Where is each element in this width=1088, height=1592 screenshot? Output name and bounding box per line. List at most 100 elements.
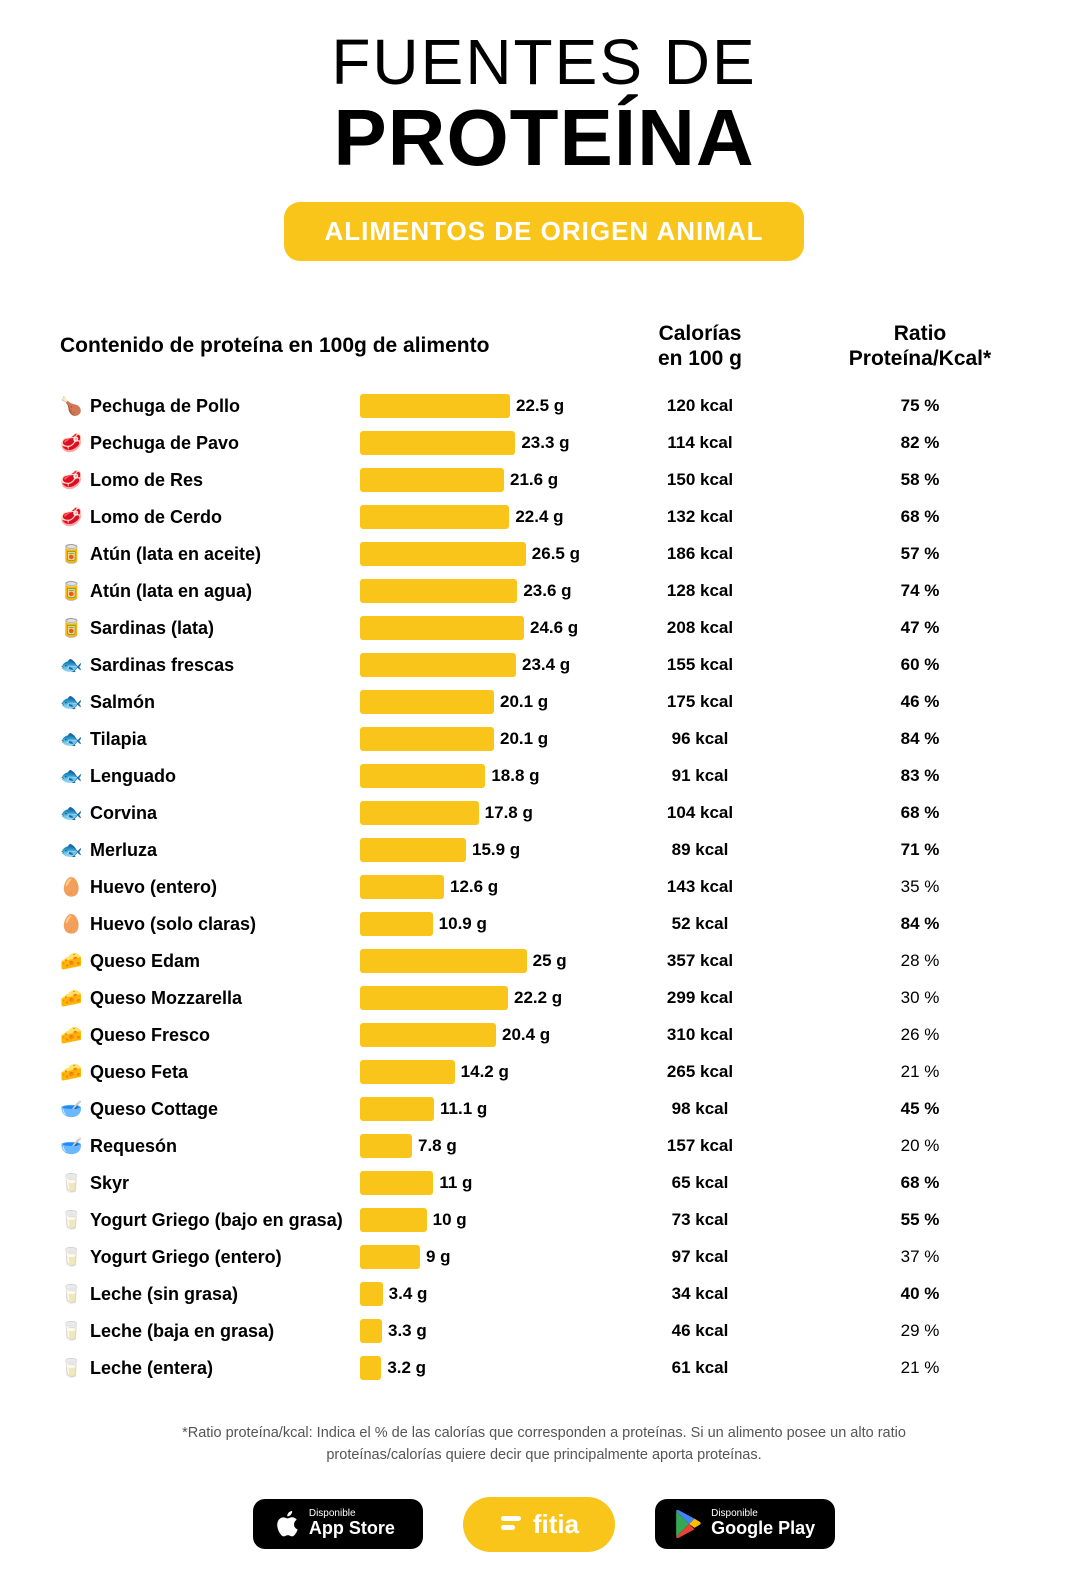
protein-bar [360,505,509,529]
protein-bar [360,1171,433,1195]
table-row: 🥫Atún (lata en agua)23.6 g128 kcal74 % [60,576,1028,606]
protein-bar-cell: 25 g [360,949,580,973]
appstore-small: Disponible [309,1509,395,1519]
food-icon: 🐟 [60,692,90,713]
calories-value: 97 kcal [580,1247,820,1267]
protein-value: 3.3 g [388,1321,427,1341]
protein-value: 15.9 g [472,840,520,860]
protein-bar [360,801,479,825]
table-row: 🧀Queso Feta14.2 g265 kcal21 % [60,1057,1028,1087]
food-icon: 🥩 [60,433,90,454]
ratio-value: 75 % [820,396,1020,416]
table-row: 🧀Queso Mozzarella22.2 g299 kcal30 % [60,983,1028,1013]
protein-bar-cell: 23.4 g [360,653,580,677]
protein-value: 23.6 g [523,581,571,601]
protein-bar-cell: 22.5 g [360,394,580,418]
calories-value: 52 kcal [580,914,820,934]
ratio-value: 57 % [820,544,1020,564]
protein-value: 14.2 g [461,1062,509,1082]
calories-value: 98 kcal [580,1099,820,1119]
title-block: FUENTES DE PROTEÍNA ALIMENTOS DE ORIGEN … [60,30,1028,291]
protein-bar-cell: 23.6 g [360,579,580,603]
calories-value: 61 kcal [580,1358,820,1378]
fitia-icon [499,1512,523,1536]
food-name: Tilapia [90,729,360,750]
ratio-value: 68 % [820,803,1020,823]
protein-bar [360,727,494,751]
table-row: 🍗Pechuga de Pollo22.5 g120 kcal75 % [60,391,1028,421]
calories-value: 310 kcal [580,1025,820,1045]
protein-bar [360,986,508,1010]
protein-bar [360,579,517,603]
food-name: Yogurt Griego (bajo en grasa) [90,1210,360,1231]
googleplay-badge[interactable]: Disponible Google Play [655,1499,835,1549]
food-name: Leche (entera) [90,1358,360,1379]
calories-value: 65 kcal [580,1173,820,1193]
food-name: Leche (baja en grasa) [90,1321,360,1342]
header-ratio: RatioProteína/Kcal* [820,321,1020,371]
protein-value: 20.1 g [500,729,548,749]
protein-bar-cell: 20.4 g [360,1023,580,1047]
food-name: Sardinas (lata) [90,618,360,639]
calories-value: 128 kcal [580,581,820,601]
food-icon: 🥫 [60,544,90,565]
food-name: Queso Cottage [90,1099,360,1120]
food-icon: 🐟 [60,655,90,676]
food-name: Merluza [90,840,360,861]
protein-value: 25 g [533,951,567,971]
table-row: 🥛Leche (sin grasa)3.4 g34 kcal40 % [60,1279,1028,1309]
ratio-value: 46 % [820,692,1020,712]
table-row: 🥚Huevo (solo claras)10.9 g52 kcal84 % [60,909,1028,939]
protein-bar [360,1282,383,1306]
table-row: 🐟Merluza15.9 g89 kcal71 % [60,835,1028,865]
protein-bar [360,1060,455,1084]
food-icon: 🥚 [60,877,90,898]
food-icon: 🥛 [60,1284,90,1305]
protein-value: 10 g [433,1210,467,1230]
food-name: Pechuga de Pollo [90,396,360,417]
calories-value: 208 kcal [580,618,820,638]
protein-bar-cell: 17.8 g [360,801,580,825]
calories-value: 150 kcal [580,470,820,490]
protein-bar-cell: 10.9 g [360,912,580,936]
fitia-badge[interactable]: fitia [463,1497,615,1552]
food-icon: 🥛 [60,1173,90,1194]
calories-value: 96 kcal [580,729,820,749]
protein-value: 24.6 g [530,618,578,638]
food-icon: 🥛 [60,1247,90,1268]
protein-value: 9 g [426,1247,451,1267]
food-name: Pechuga de Pavo [90,433,360,454]
ratio-value: 35 % [820,877,1020,897]
protein-bar [360,1023,496,1047]
appstore-big: App Store [309,1519,395,1539]
food-icon: 🥫 [60,581,90,602]
table-row: 🥫Atún (lata en aceite)26.5 g186 kcal57 % [60,539,1028,569]
table-row: 🥛Leche (entera)3.2 g61 kcal21 % [60,1353,1028,1383]
table-row: 🥩Lomo de Res21.6 g150 kcal58 % [60,465,1028,495]
protein-bar-cell: 24.6 g [360,616,580,640]
ratio-value: 84 % [820,729,1020,749]
protein-bar-cell: 9 g [360,1245,580,1269]
protein-bar [360,1134,412,1158]
food-name: Sardinas frescas [90,655,360,676]
protein-value: 17.8 g [485,803,533,823]
table-row: 🥣Requesón7.8 g157 kcal20 % [60,1131,1028,1161]
calories-value: 155 kcal [580,655,820,675]
food-name: Atún (lata en aceite) [90,544,360,565]
appstore-badge[interactable]: Disponible App Store [253,1499,423,1549]
ratio-value: 71 % [820,840,1020,860]
gplay-small: Disponible [711,1509,815,1519]
food-icon: 🧀 [60,1062,90,1083]
food-icon: 🐟 [60,803,90,824]
protein-bar [360,949,527,973]
table-row: 🐟Corvina17.8 g104 kcal68 % [60,798,1028,828]
table-row: 🥩Pechuga de Pavo23.3 g114 kcal82 % [60,428,1028,458]
protein-bar-cell: 20.1 g [360,727,580,751]
protein-bar-cell: 20.1 g [360,690,580,714]
protein-bar [360,1319,382,1343]
food-name: Leche (sin grasa) [90,1284,360,1305]
table-row: 🥛Yogurt Griego (bajo en grasa)10 g73 kca… [60,1205,1028,1235]
food-name: Lomo de Cerdo [90,507,360,528]
table-row: 🧀Queso Fresco20.4 g310 kcal26 % [60,1020,1028,1050]
food-name: Queso Feta [90,1062,360,1083]
